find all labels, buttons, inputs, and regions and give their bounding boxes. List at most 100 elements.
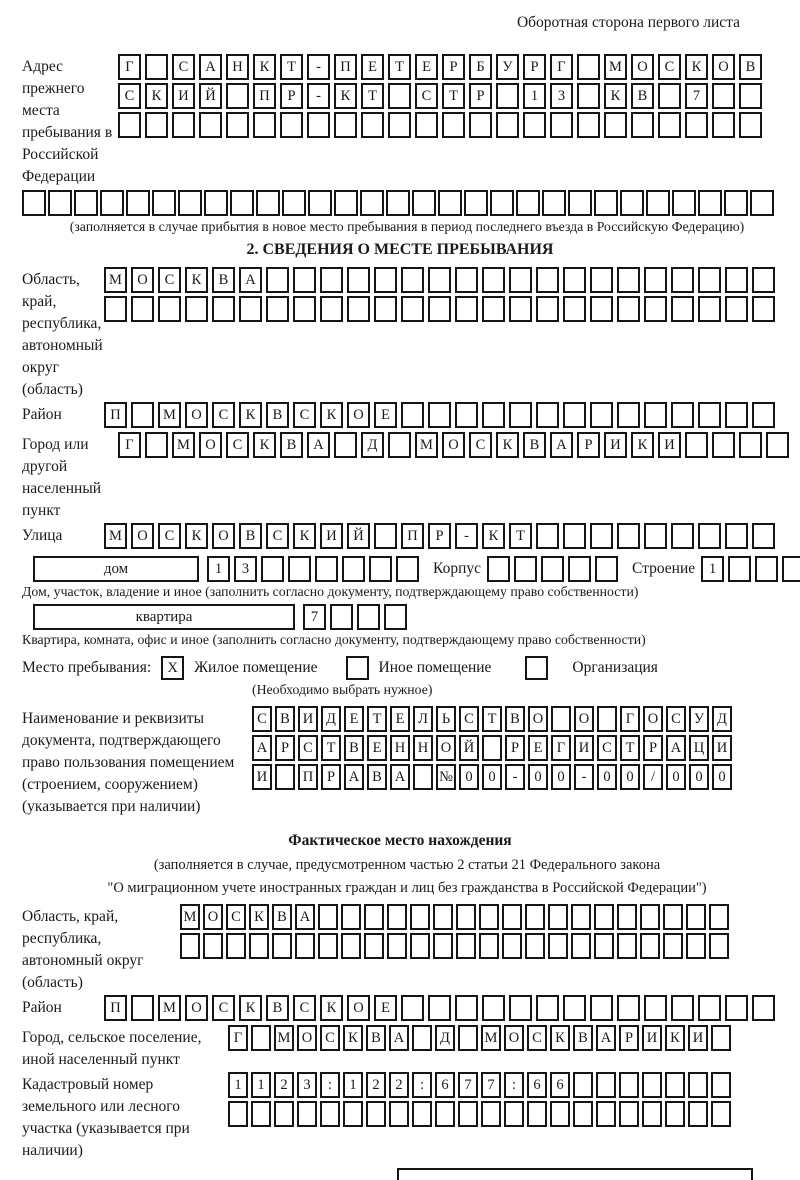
char-cell[interactable] xyxy=(617,402,640,428)
char-cell[interactable]: Н xyxy=(226,54,249,80)
char-cell[interactable] xyxy=(479,933,499,959)
char-cell[interactable] xyxy=(479,904,499,930)
char-cell[interactable]: О xyxy=(131,523,154,549)
char-cell[interactable] xyxy=(342,556,365,582)
char-cell[interactable]: С xyxy=(226,432,249,458)
char-cell[interactable]: О xyxy=(185,402,208,428)
char-cell[interactable] xyxy=(228,1101,248,1127)
char-cell[interactable]: С xyxy=(527,1025,547,1051)
char-cell[interactable]: О xyxy=(347,402,370,428)
char-cell[interactable]: О xyxy=(528,706,548,732)
char-cell[interactable] xyxy=(401,267,424,293)
char-cell[interactable] xyxy=(712,112,735,138)
char-cell[interactable]: С xyxy=(666,706,686,732)
char-cell[interactable]: А xyxy=(239,267,262,293)
char-cell[interactable]: Г xyxy=(118,54,141,80)
char-cell[interactable]: Т xyxy=(321,735,341,761)
char-cell[interactable] xyxy=(551,706,571,732)
char-cell[interactable]: В xyxy=(631,83,654,109)
char-cell[interactable] xyxy=(725,995,748,1021)
char-cell[interactable]: И xyxy=(604,432,627,458)
char-cell[interactable] xyxy=(455,402,478,428)
char-cell[interactable] xyxy=(642,1101,662,1127)
char-cell[interactable] xyxy=(686,904,706,930)
char-cell[interactable] xyxy=(145,112,168,138)
char-cell[interactable] xyxy=(320,1101,340,1127)
char-cell[interactable] xyxy=(364,904,384,930)
char-cell[interactable] xyxy=(320,267,343,293)
char-cell[interactable]: И xyxy=(688,1025,708,1051)
char-cell[interactable] xyxy=(550,1101,570,1127)
char-cell[interactable] xyxy=(725,523,748,549)
char-cell[interactable] xyxy=(185,296,208,322)
char-cell[interactable] xyxy=(341,933,361,959)
char-cell[interactable] xyxy=(374,296,397,322)
char-cell[interactable]: : xyxy=(504,1072,524,1098)
char-cell[interactable] xyxy=(293,267,316,293)
char-cell[interactable]: К xyxy=(550,1025,570,1051)
char-cell[interactable]: К xyxy=(665,1025,685,1051)
char-cell[interactable] xyxy=(644,995,667,1021)
char-cell[interactable] xyxy=(226,112,249,138)
char-cell[interactable] xyxy=(596,1101,616,1127)
char-cell[interactable] xyxy=(568,556,591,582)
char-cell[interactable] xyxy=(663,933,683,959)
char-cell[interactable]: Р xyxy=(643,735,663,761)
char-cell[interactable] xyxy=(712,83,735,109)
char-cell[interactable] xyxy=(455,296,478,322)
char-cell[interactable]: А xyxy=(307,432,330,458)
char-cell[interactable]: О xyxy=(297,1025,317,1051)
char-cell[interactable]: О xyxy=(347,995,370,1021)
char-cell[interactable] xyxy=(577,83,600,109)
char-cell[interactable] xyxy=(698,402,721,428)
char-cell[interactable] xyxy=(620,190,644,216)
char-cell[interactable] xyxy=(536,296,559,322)
char-cell[interactable] xyxy=(509,402,532,428)
char-cell[interactable]: К xyxy=(496,432,519,458)
char-cell[interactable] xyxy=(502,904,522,930)
char-cell[interactable] xyxy=(428,267,451,293)
char-cell[interactable] xyxy=(563,267,586,293)
char-cell[interactable] xyxy=(527,1101,547,1127)
char-cell[interactable]: Й xyxy=(347,523,370,549)
char-cell[interactable] xyxy=(739,83,762,109)
char-cell[interactable] xyxy=(272,933,292,959)
char-cell[interactable] xyxy=(525,904,545,930)
char-cell[interactable]: У xyxy=(496,54,519,80)
char-cell[interactable]: С xyxy=(212,402,235,428)
char-cell[interactable] xyxy=(619,1101,639,1127)
char-cell[interactable]: А xyxy=(199,54,222,80)
char-cell[interactable]: : xyxy=(412,1072,432,1098)
char-cell[interactable] xyxy=(640,933,660,959)
char-cell[interactable] xyxy=(594,190,618,216)
char-cell[interactable]: К xyxy=(334,83,357,109)
char-cell[interactable] xyxy=(334,432,357,458)
char-cell[interactable]: Г xyxy=(550,54,573,80)
apartment-type-box[interactable]: квартира xyxy=(33,604,295,630)
char-cell[interactable] xyxy=(644,523,667,549)
char-cell[interactable]: А xyxy=(344,764,364,790)
char-cell[interactable]: К xyxy=(293,523,316,549)
char-cell[interactable]: С xyxy=(118,83,141,109)
char-cell[interactable] xyxy=(631,112,654,138)
char-cell[interactable]: Р xyxy=(505,735,525,761)
char-cell[interactable]: 6 xyxy=(550,1072,570,1098)
char-cell[interactable] xyxy=(487,556,510,582)
char-cell[interactable]: С xyxy=(226,904,246,930)
char-cell[interactable] xyxy=(504,1101,524,1127)
char-cell[interactable] xyxy=(617,995,640,1021)
char-cell[interactable]: Е xyxy=(361,54,384,80)
char-cell[interactable]: С xyxy=(658,54,681,80)
char-cell[interactable] xyxy=(571,904,591,930)
char-cell[interactable]: А xyxy=(389,1025,409,1051)
char-cell[interactable] xyxy=(571,933,591,959)
char-cell[interactable]: О xyxy=(504,1025,524,1051)
char-cell[interactable]: Г xyxy=(228,1025,248,1051)
char-cell[interactable]: Т xyxy=(509,523,532,549)
char-cell[interactable]: Т xyxy=(367,706,387,732)
char-cell[interactable] xyxy=(412,190,436,216)
char-cell[interactable]: В xyxy=(272,904,292,930)
char-cell[interactable]: Т xyxy=(442,83,465,109)
char-cell[interactable] xyxy=(542,190,566,216)
char-cell[interactable] xyxy=(456,904,476,930)
